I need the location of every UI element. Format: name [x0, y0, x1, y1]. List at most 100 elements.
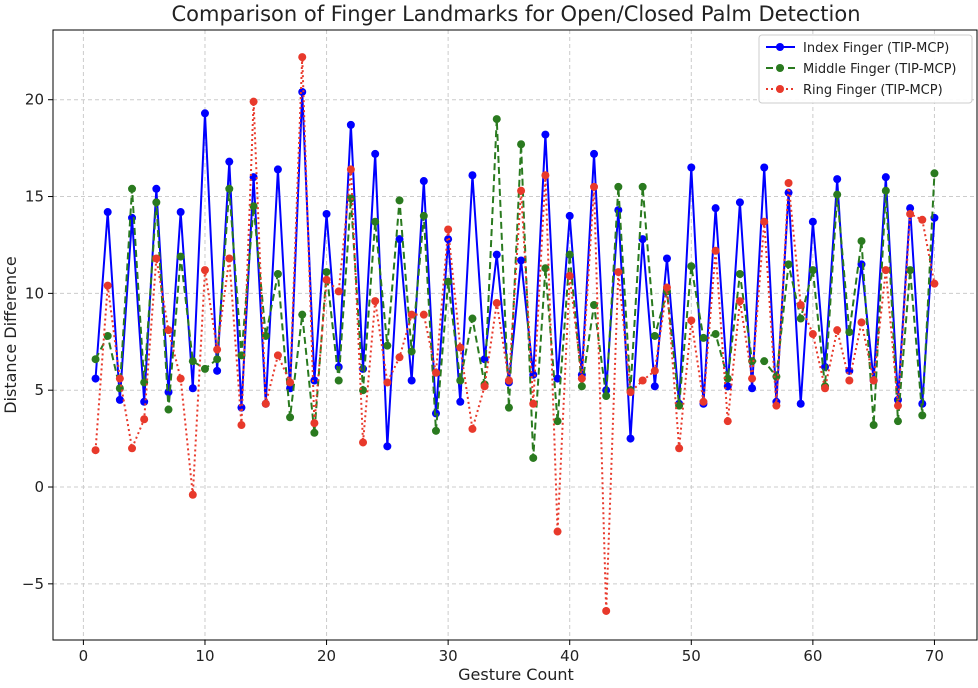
data-point — [821, 384, 830, 393]
data-point — [735, 198, 744, 207]
data-point — [504, 403, 513, 412]
data-point — [188, 490, 197, 499]
data-point — [662, 283, 671, 292]
data-point — [711, 204, 720, 213]
data-point — [565, 250, 574, 259]
data-point — [748, 374, 757, 383]
data-point — [322, 275, 331, 284]
data-point — [164, 326, 173, 335]
data-point — [225, 157, 234, 166]
data-point — [286, 378, 295, 387]
data-point — [237, 351, 246, 360]
data-point — [541, 130, 550, 139]
data-point — [650, 331, 659, 340]
data-point — [176, 374, 185, 383]
data-point — [298, 87, 307, 96]
data-point — [590, 300, 599, 309]
data-point — [456, 397, 465, 406]
data-point — [407, 310, 416, 319]
data-point — [565, 271, 574, 280]
data-point — [140, 397, 149, 406]
series-line — [94, 90, 936, 448]
data-point — [383, 341, 392, 350]
data-point — [286, 413, 295, 422]
data-point — [529, 453, 538, 462]
data-point — [760, 217, 769, 226]
data-point — [711, 246, 720, 255]
data-point — [638, 235, 647, 244]
data-point — [675, 444, 684, 453]
data-point — [626, 434, 635, 443]
data-point — [480, 382, 489, 391]
data-point — [395, 235, 404, 244]
data-point — [273, 351, 282, 360]
data-point — [553, 417, 562, 426]
data-point — [577, 382, 586, 391]
data-point — [723, 417, 732, 426]
data-point — [565, 211, 574, 220]
data-point — [152, 254, 161, 263]
data-point — [444, 277, 453, 286]
data-point — [383, 378, 392, 387]
data-point — [371, 149, 380, 158]
x-tick-label: 60 — [803, 647, 822, 665]
data-point — [650, 366, 659, 375]
x-tick-label: 20 — [317, 647, 336, 665]
data-point — [273, 165, 282, 174]
data-point — [140, 415, 149, 424]
data-point — [395, 196, 404, 205]
legend-marker-middle — [776, 64, 784, 72]
data-point — [614, 206, 623, 215]
data-point — [91, 446, 100, 455]
data-point — [468, 314, 477, 323]
data-point — [845, 376, 854, 385]
series-1 — [91, 115, 939, 462]
data-point — [748, 357, 757, 366]
data-point — [200, 109, 209, 118]
data-point — [893, 417, 902, 426]
legend-marker-ring — [776, 85, 784, 93]
data-point — [529, 399, 538, 408]
legend-box — [758, 34, 973, 104]
x-tick-label: 40 — [560, 647, 579, 665]
y-tick-label: 10 — [25, 284, 44, 302]
data-point — [444, 225, 453, 234]
legend-label-ring: Ring Finger (TIP-MCP) — [803, 83, 943, 98]
data-point — [225, 254, 234, 263]
data-point — [103, 208, 112, 217]
data-point — [723, 374, 732, 383]
data-point — [164, 405, 173, 414]
data-point — [650, 382, 659, 391]
data-point — [833, 175, 842, 184]
data-point — [760, 163, 769, 172]
data-point — [431, 368, 440, 377]
data-point — [687, 262, 696, 271]
data-point — [456, 376, 465, 385]
data-point — [930, 279, 939, 288]
data-point — [893, 401, 902, 410]
data-point — [602, 392, 611, 400]
data-point — [346, 165, 355, 174]
data-point — [103, 281, 112, 290]
data-point — [906, 209, 915, 218]
data-point — [626, 388, 635, 397]
data-point — [808, 330, 817, 339]
data-point — [407, 347, 416, 356]
data-point — [419, 177, 428, 186]
data-point — [845, 328, 854, 337]
x-tick-label: 10 — [195, 647, 214, 665]
data-point — [273, 270, 282, 278]
axis-ticks: 0 10 20 30 40 50 60 70 −5 0 5 10 15 20 — [22, 91, 944, 665]
data-point — [152, 198, 161, 207]
data-point — [468, 171, 477, 180]
data-point — [833, 190, 842, 199]
data-point — [796, 300, 805, 309]
data-point — [188, 384, 197, 393]
data-point — [517, 256, 526, 265]
x-tick-label: 50 — [682, 647, 701, 665]
data-point — [298, 310, 307, 319]
data-point — [152, 184, 161, 193]
data-point — [310, 376, 319, 385]
data-point — [541, 171, 550, 180]
